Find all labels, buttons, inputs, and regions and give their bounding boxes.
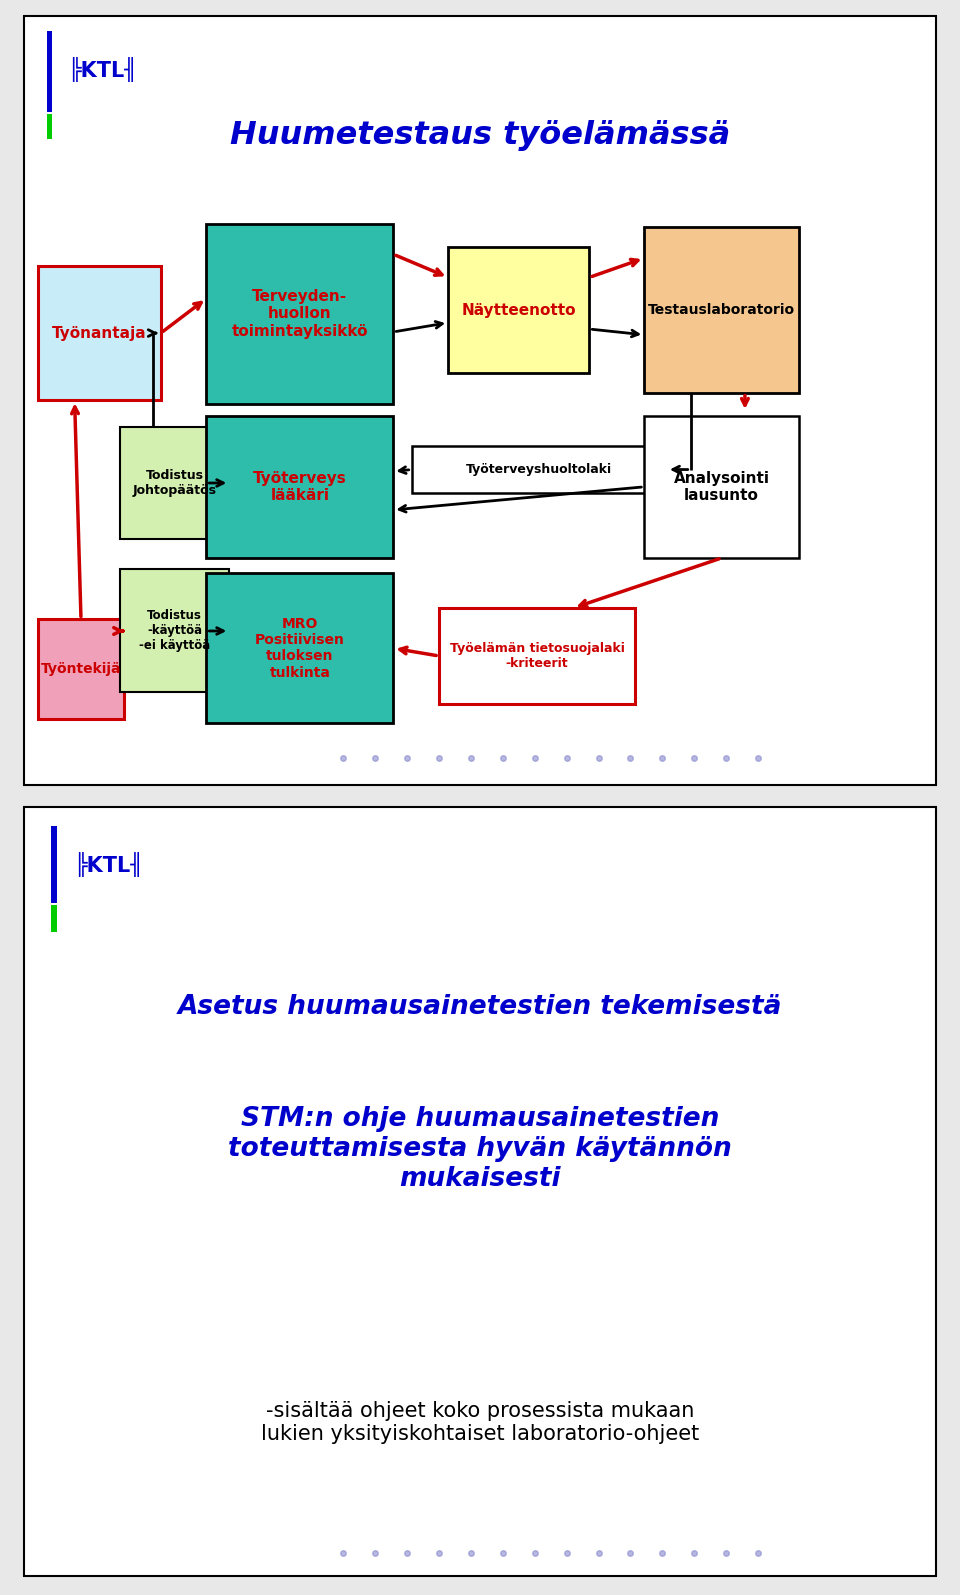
Text: ╠KTL╢: ╠KTL╢	[74, 852, 143, 877]
Bar	[52, 826, 57, 903]
Text: ╠KTL╢: ╠KTL╢	[68, 57, 136, 83]
Text: Työterveyshuoltolaki: Työterveyshuoltolaki	[467, 463, 612, 475]
Text: Terveyden-
huollon
toimintayksikkö: Terveyden- huollon toimintayksikkö	[231, 289, 368, 338]
Text: Todistus
-käyttöä
-ei käyttöä: Todistus -käyttöä -ei käyttöä	[139, 609, 210, 652]
Text: Näytteenotto: Näytteenotto	[462, 303, 576, 317]
Text: -sisältää ohjeet koko prosessista mukaan
lukien yksityiskohtaiset laboratorio-oh: -sisältää ohjeet koko prosessista mukaan…	[261, 1400, 699, 1443]
Text: STM:n ohje huumausainetestien
toteuttamisesta hyvän käytännön
mukaisesti: STM:n ohje huumausainetestien toteuttami…	[228, 1107, 732, 1191]
Bar	[120, 569, 229, 692]
Bar	[439, 608, 636, 703]
Bar	[120, 427, 229, 539]
Bar	[37, 266, 161, 400]
Bar	[412, 447, 667, 493]
Text: Työterveys
lääkäri: Työterveys lääkäri	[253, 471, 347, 502]
Bar	[206, 573, 394, 723]
Text: MRO
Positiivisen
tuloksen
tulkinta: MRO Positiivisen tuloksen tulkinta	[255, 617, 345, 679]
Text: Todistus
Johtopäätös: Todistus Johtopäätös	[132, 469, 216, 498]
Text: Analysointi
lausunto: Analysointi lausunto	[674, 471, 770, 502]
Bar	[37, 619, 125, 719]
Bar	[47, 32, 52, 112]
Bar	[644, 416, 800, 558]
Text: Testauslaboratorio: Testauslaboratorio	[648, 303, 795, 317]
Text: Työelämän tietosuojalaki
-kriteerit: Työelämän tietosuojalaki -kriteerit	[449, 641, 624, 670]
Text: Työnantaja: Työnantaja	[52, 325, 147, 341]
Text: Asetus huumausainetestien tekemisestä: Asetus huumausainetestien tekemisestä	[178, 994, 782, 1019]
Bar	[448, 247, 589, 373]
Bar	[644, 228, 800, 392]
Bar	[206, 223, 394, 404]
Bar	[52, 904, 57, 931]
Text: Huumetestaus työelämässä: Huumetestaus työelämässä	[229, 120, 731, 150]
Text: Työntekijä: Työntekijä	[40, 662, 121, 676]
Bar	[47, 113, 52, 139]
Bar	[206, 416, 394, 558]
